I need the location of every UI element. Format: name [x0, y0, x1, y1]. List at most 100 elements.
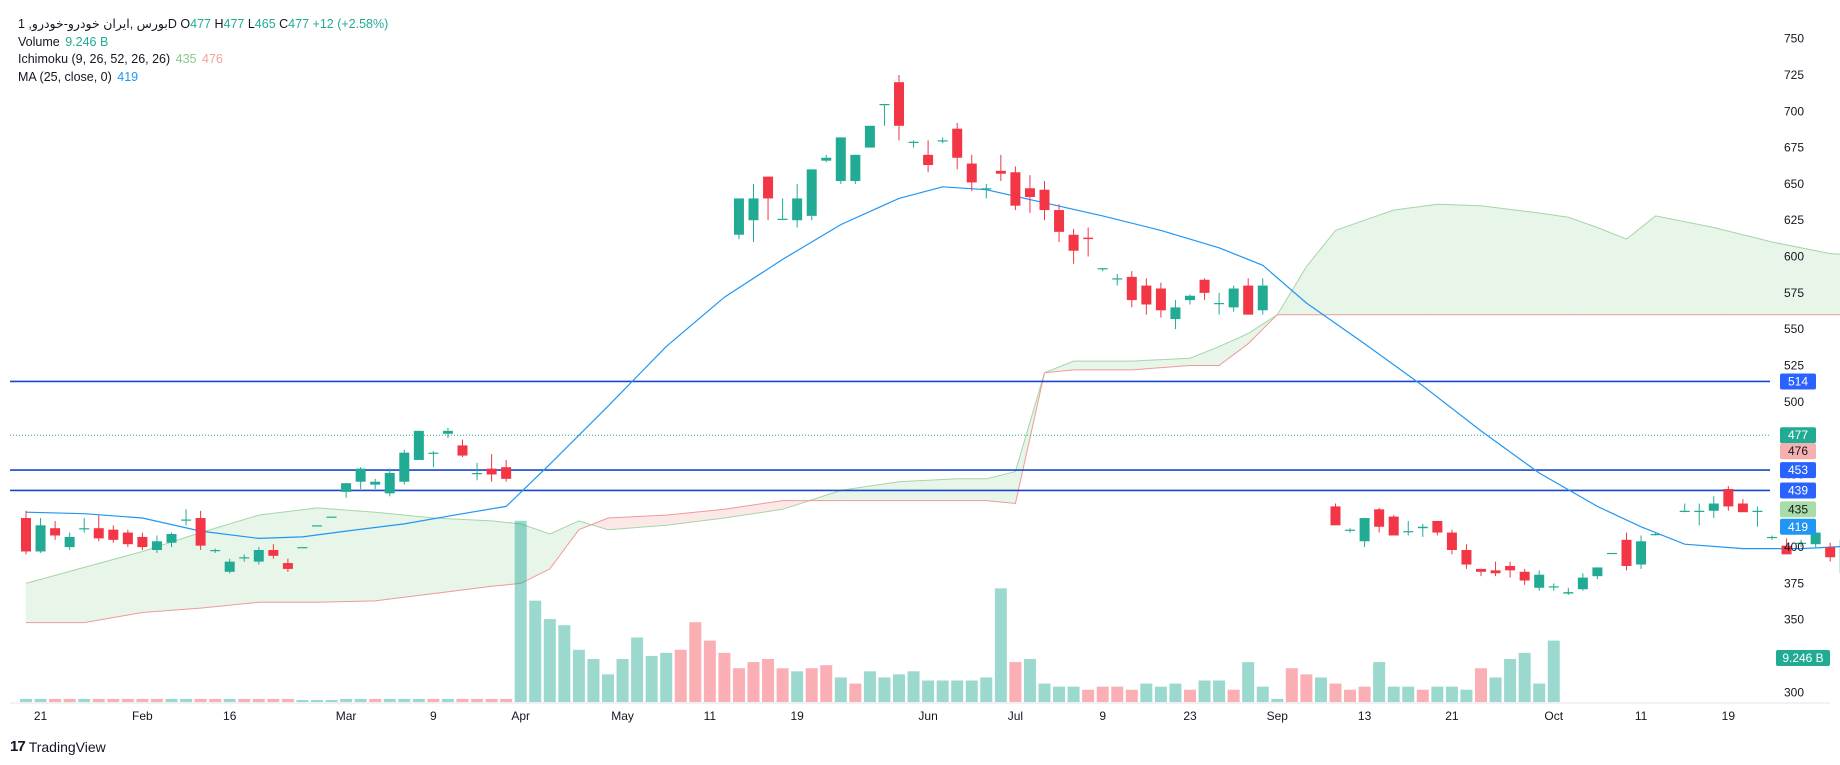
candle[interactable] [1476, 568, 1486, 577]
candle[interactable] [1112, 273, 1123, 286]
legend-volume-row[interactable]: Volume 9.246 B [18, 34, 388, 52]
candle[interactable] [850, 154, 861, 184]
candle[interactable] [1345, 528, 1356, 533]
candle[interactable] [733, 198, 744, 240]
candle[interactable] [995, 154, 1006, 181]
candle[interactable] [748, 183, 759, 243]
candle[interactable] [923, 140, 934, 173]
candle[interactable] [1752, 506, 1763, 527]
legend-symbol-row[interactable]: 1 ,بورس ,ایران خودرو-خودروD O477 H477 L4… [18, 16, 388, 34]
horizontal-lines[interactable] [10, 380, 1770, 492]
time-axis[interactable]: 21 Feb 16 Mar 9 Apr May 11 19 Jun Jul 9 23 Sep 13 21 Oct… [34, 709, 1735, 723]
candle[interactable] [1039, 180, 1050, 221]
candle[interactable] [1257, 278, 1268, 315]
candle[interactable] [952, 122, 963, 170]
candle[interactable] [239, 554, 250, 562]
candle[interactable] [1403, 520, 1414, 536]
candle[interactable] [1446, 529, 1457, 555]
candle[interactable] [1563, 587, 1574, 596]
candle[interactable] [79, 518, 90, 533]
candle[interactable] [122, 529, 133, 548]
candle[interactable] [297, 547, 308, 549]
candle[interactable] [1461, 544, 1472, 569]
candle[interactable] [864, 125, 875, 148]
candle[interactable] [442, 427, 453, 439]
candle[interactable] [1534, 570, 1545, 591]
candle[interactable] [1054, 204, 1065, 243]
candle[interactable] [1650, 532, 1661, 536]
candle[interactable] [1388, 515, 1399, 536]
candle[interactable] [1737, 499, 1748, 513]
candle[interactable] [326, 516, 337, 518]
candle[interactable] [1199, 278, 1210, 301]
candle[interactable] [1214, 292, 1225, 315]
candle[interactable] [312, 525, 322, 527]
symbol-name[interactable]: 1 ,بورس ,ایران خودرو-خودروD [18, 17, 177, 31]
candle[interactable] [1781, 538, 1792, 555]
candle[interactable] [1330, 503, 1341, 526]
candle[interactable] [1825, 542, 1836, 562]
candle[interactable] [1606, 552, 1617, 555]
candle[interactable] [457, 439, 468, 458]
candle[interactable] [1126, 271, 1137, 308]
candle[interactable] [1694, 503, 1705, 526]
candle[interactable] [282, 558, 293, 572]
candle[interactable] [413, 430, 424, 460]
candle[interactable] [341, 483, 352, 498]
candle[interactable] [210, 548, 221, 553]
candle[interactable] [224, 558, 235, 574]
candle[interactable] [253, 547, 264, 565]
candle[interactable] [1359, 518, 1370, 548]
candle[interactable] [937, 137, 948, 144]
candle[interactable] [908, 140, 919, 148]
candle[interactable] [1519, 568, 1530, 585]
candle[interactable] [1228, 285, 1239, 312]
legend-ichimoku-row[interactable]: Ichimoku (9, 26, 52, 26, 26) 435 476 [18, 51, 388, 69]
candle[interactable] [181, 509, 192, 526]
candle[interactable] [763, 176, 774, 221]
candle[interactable] [355, 467, 366, 489]
legend-ma-row[interactable]: MA (25, close, 0) 419 [18, 69, 388, 87]
candle[interactable] [894, 74, 904, 141]
candle[interactable] [835, 137, 846, 184]
candle[interactable] [1170, 300, 1181, 330]
candle[interactable] [806, 169, 817, 221]
candle[interactable] [966, 154, 977, 192]
candle[interactable] [1024, 175, 1035, 213]
candle[interactable] [1636, 535, 1647, 569]
candle[interactable] [1548, 583, 1559, 591]
candlesticks[interactable] [21, 74, 1840, 596]
candle[interactable] [21, 510, 31, 555]
candle[interactable] [792, 183, 803, 228]
candle[interactable] [1432, 520, 1443, 536]
candle[interactable] [1577, 573, 1588, 591]
candle[interactable] [1505, 561, 1516, 578]
candle[interactable] [370, 478, 381, 489]
candle[interactable] [108, 525, 119, 543]
candle[interactable] [384, 468, 395, 497]
candle[interactable] [1796, 539, 1807, 548]
candle[interactable] [268, 544, 279, 559]
candle[interactable] [64, 532, 75, 551]
candle[interactable] [1155, 282, 1166, 318]
candle[interactable] [1417, 523, 1428, 537]
candle[interactable] [821, 154, 832, 163]
candle[interactable] [35, 518, 46, 553]
tradingview-brand[interactable]: 17 TradingView [10, 738, 106, 755]
candle[interactable] [501, 459, 512, 482]
candle[interactable] [1068, 228, 1079, 264]
candle[interactable] [1097, 268, 1108, 272]
candle[interactable] [1490, 561, 1501, 577]
candle[interactable] [1592, 567, 1603, 580]
candle[interactable] [1679, 503, 1690, 513]
candle[interactable] [428, 451, 439, 468]
candle[interactable] [1141, 278, 1152, 315]
price-axis[interactable]: 3003503754004254504755005255505756006256… [1784, 32, 1804, 700]
candle[interactable] [777, 198, 788, 221]
candle[interactable] [166, 532, 177, 548]
candle[interactable] [1621, 532, 1632, 571]
candle[interactable] [151, 535, 162, 553]
candle[interactable] [1708, 496, 1719, 519]
candle[interactable] [1374, 507, 1385, 533]
candle[interactable] [981, 183, 992, 199]
